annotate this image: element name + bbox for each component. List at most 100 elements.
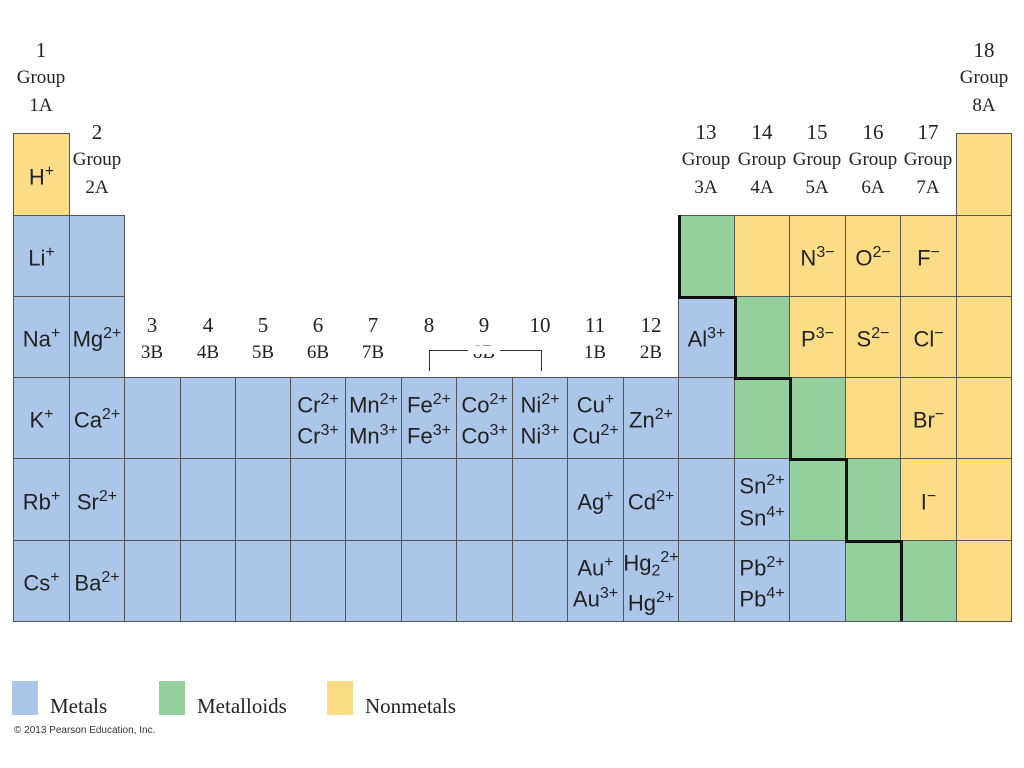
ion: Br− (913, 402, 944, 433)
group-header-g12: 12 2B (615, 311, 687, 367)
as-cell (789, 377, 846, 459)
ion-symbol: Zn (629, 407, 655, 433)
ion-symbol: Pb (739, 586, 767, 612)
group-header-g8: 8 (393, 311, 465, 339)
al-cell: Al3+ (678, 296, 735, 378)
ion: H+ (29, 159, 54, 190)
ion: Sr2+ (77, 484, 117, 515)
po-cell (845, 540, 901, 622)
ion-list: Mn2+ Mn3+ (349, 387, 398, 450)
metalloid-boundary-segment (789, 458, 847, 461)
group-num: 8 (423, 313, 435, 337)
ion: Ni3+ (520, 418, 559, 449)
ion-charge: 2+ (379, 390, 398, 408)
ion-charge: 3+ (320, 422, 339, 439)
sc-cell (124, 377, 181, 459)
ion: Ag+ (577, 484, 613, 515)
ion-charge: 3+ (707, 325, 726, 343)
cd-cell: Cd2+ (623, 458, 679, 541)
ion: Cs+ (23, 565, 59, 596)
group-header-g10: 10 (504, 311, 576, 339)
group-num: 16 (862, 120, 884, 144)
ion-symbol: Ca (73, 407, 102, 433)
ion-symbol: Fe (407, 423, 433, 449)
cu-cell: Cu+ Cu2+ (567, 377, 624, 459)
metalloid-boundary-segment (789, 377, 792, 458)
group-label: 4A (750, 177, 774, 198)
group-label: 7A (916, 177, 940, 198)
fe-cell: Fe2+ Fe3+ (401, 377, 457, 459)
group-num: 1 (35, 38, 47, 62)
cr-cell: Cr2+ Cr3+ (290, 377, 346, 459)
ion: Cr3+ (297, 418, 338, 449)
ion: Co3+ (461, 418, 507, 449)
ion-symbol: Al (687, 326, 708, 352)
ion-charge: 2+ (489, 390, 508, 408)
ion-symbol: P (801, 326, 816, 352)
mo-cell (290, 458, 346, 541)
ion-list: Mg2+ (73, 321, 122, 352)
at-cell (900, 540, 957, 622)
ion: P3− (801, 321, 834, 352)
group-word: Group (681, 149, 731, 170)
ion-list: Cs+ (23, 565, 59, 596)
ion-charge: 3+ (432, 422, 451, 439)
ion-symbol: Sn (739, 504, 767, 530)
ion-charge: 2+ (98, 487, 118, 505)
ion-symbol: Cu (576, 392, 605, 417)
ion: Pb2+ (739, 550, 784, 581)
ion-charge: 2+ (320, 390, 339, 408)
ion: I− (921, 484, 936, 515)
ion-list: Na+ (23, 321, 60, 352)
group-header-g1: 1 Group 1A (5, 36, 77, 120)
legend-metalloids-swatch (159, 681, 185, 715)
ion-symbol: Pb (739, 555, 767, 580)
ion-list: F− (917, 240, 940, 271)
ion-charge: 2+ (432, 390, 451, 408)
ion-list: K+ (29, 402, 53, 433)
ion-list: Hg22+ Hg2+ (623, 545, 678, 616)
ion: Cd2+ (628, 484, 674, 515)
br-cell: Br− (900, 377, 957, 459)
metalloid-boundary-segment (678, 296, 736, 299)
metalloid-boundary-segment (678, 215, 681, 296)
ion-list: Au+ Au3+ (573, 550, 618, 613)
ta-cell (235, 540, 291, 622)
tl-cell (678, 540, 735, 622)
o-cell: O2− (845, 215, 901, 297)
li-cell: Li+ (13, 215, 70, 297)
ion-symbol: Ag (577, 489, 605, 515)
ion: Hg2+ (628, 585, 674, 616)
ion-charge: 2+ (766, 553, 785, 571)
zr-cell (180, 458, 236, 541)
ion: O2− (855, 240, 890, 271)
ion-charge: 3+ (541, 422, 560, 439)
group-header-g9: 9 (448, 311, 520, 339)
ion-charge: 2+ (600, 422, 619, 439)
group-num: 13 (695, 120, 717, 144)
c-cell (734, 215, 790, 297)
group-word: Group (903, 149, 953, 170)
ion: Au+ (577, 550, 613, 581)
metalloid-boundary-segment (734, 296, 737, 377)
kr-cell (956, 377, 1012, 459)
rh-cell (456, 458, 513, 541)
ion-symbol: Ni (520, 423, 542, 449)
ti-cell (180, 377, 236, 459)
s-cell: S2− (845, 296, 901, 378)
group-num: 12 (640, 313, 662, 337)
se-cell (845, 377, 901, 459)
group-num: 5 (257, 313, 269, 337)
ion-symbol: K (29, 407, 45, 433)
he-cell (956, 133, 1012, 216)
ion-charge: 2+ (101, 569, 120, 587)
f-cell: F− (900, 215, 957, 297)
mg-cell: Mg2+ (69, 296, 125, 378)
ion: Cl− (913, 321, 943, 352)
group-header-g14: 14 Group 4A (726, 118, 798, 202)
group-word: Group (16, 67, 66, 88)
group-label: 6A (861, 177, 885, 198)
ion-charge: 2+ (541, 390, 560, 408)
ion: Mn2+ (349, 387, 398, 418)
ion-charge: − (934, 406, 945, 424)
